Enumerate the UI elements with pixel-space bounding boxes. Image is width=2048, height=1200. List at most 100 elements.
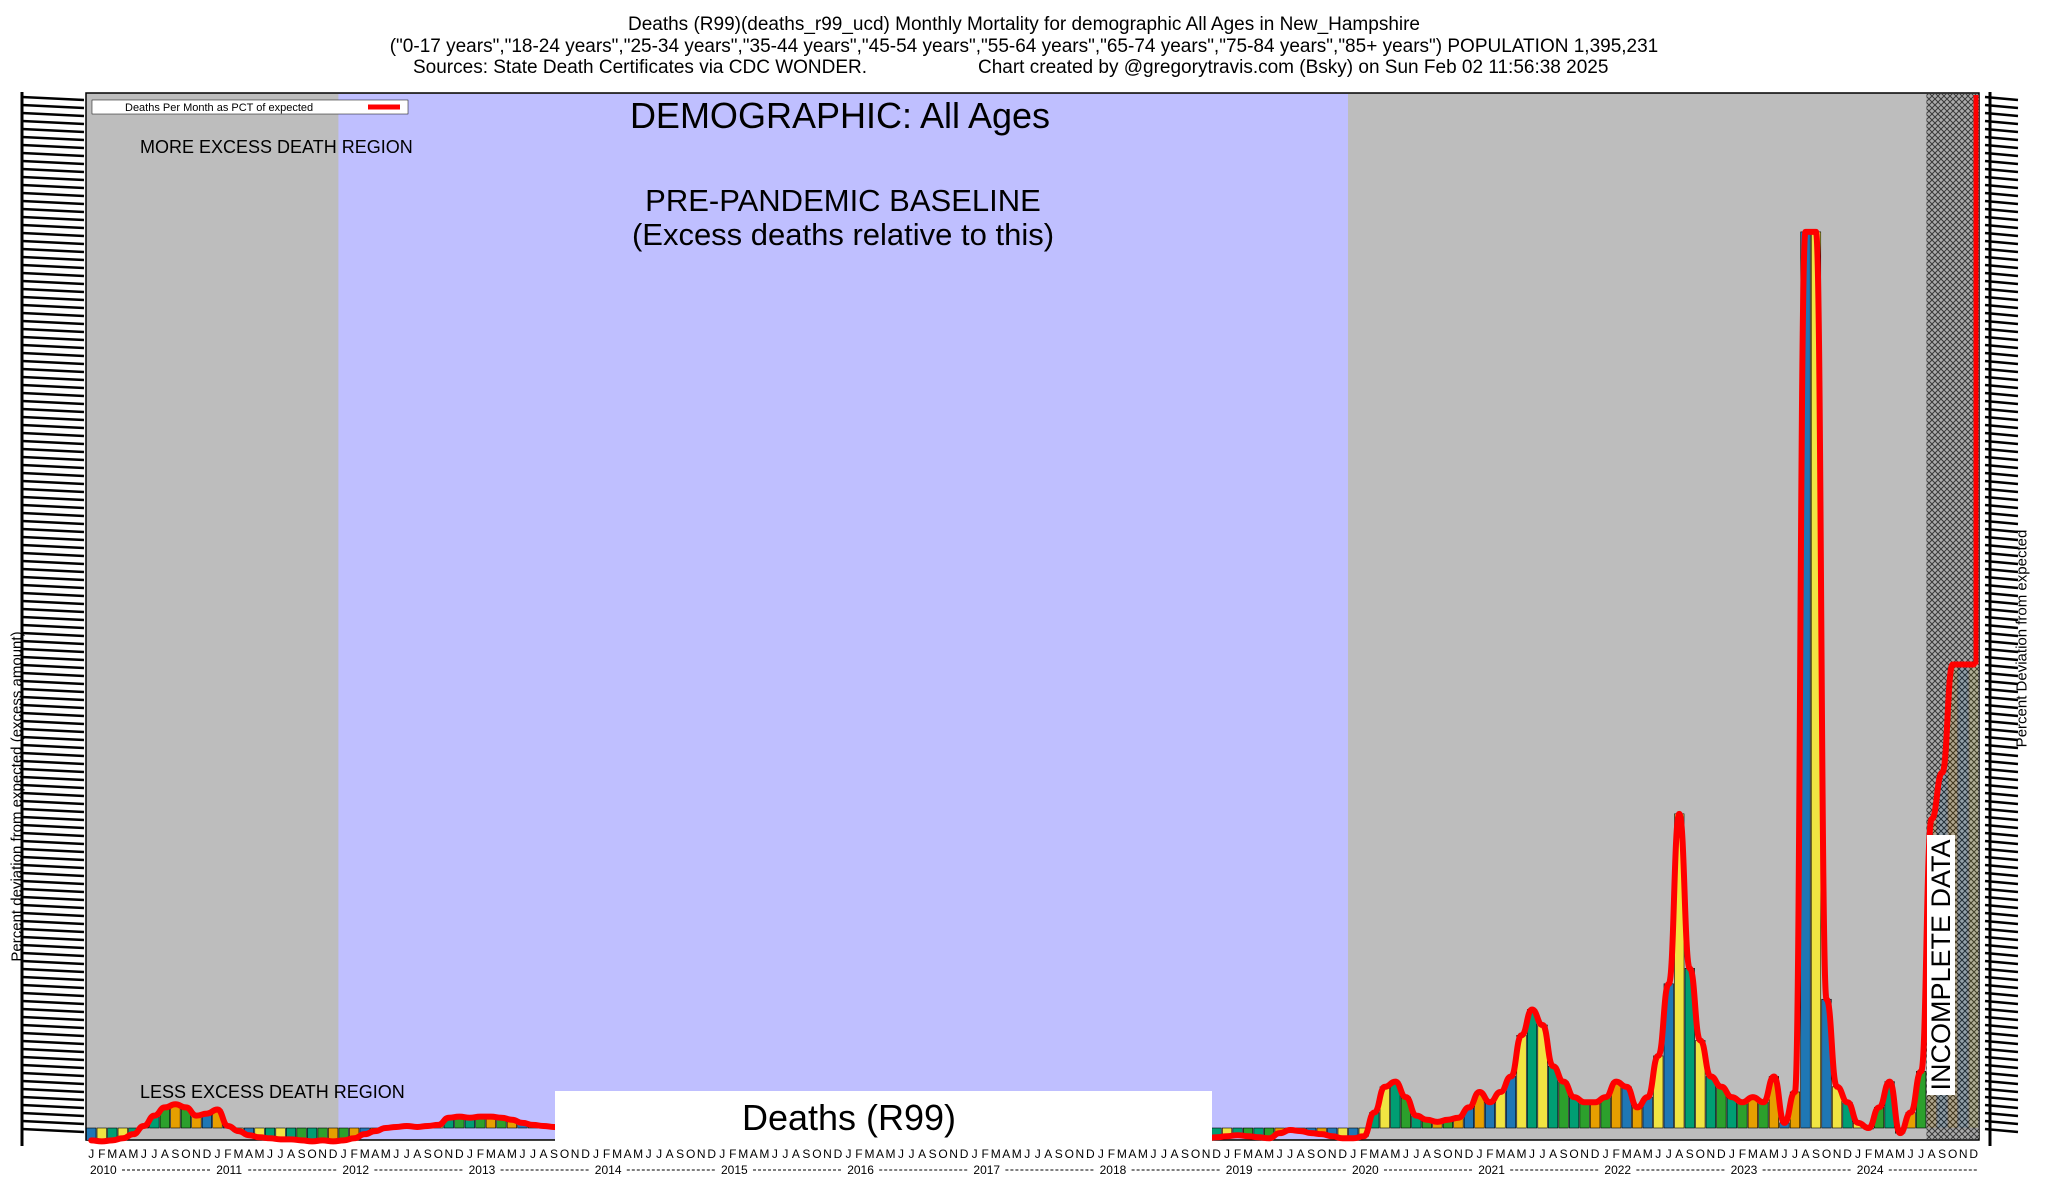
month-tick-label: A	[1759, 1147, 1767, 1161]
month-tick-label: J	[404, 1147, 410, 1161]
month-tick-label: D	[581, 1147, 590, 1161]
month-tick-label: J	[1855, 1147, 1861, 1161]
month-tick-label: F	[1360, 1147, 1367, 1161]
month-tick-label: O	[1443, 1147, 1452, 1161]
left-tick-mark	[21, 471, 85, 478]
left-tick-mark	[21, 327, 85, 334]
month-tick-label: M	[1117, 1147, 1127, 1161]
left-tick-mark	[21, 335, 85, 342]
month-tick-label: J	[1287, 1147, 1293, 1161]
month-tick-label: A	[1928, 1147, 1936, 1161]
month-tick-label: N	[318, 1147, 327, 1161]
left-tick-mark	[21, 1119, 85, 1126]
left-tick-mark	[21, 719, 85, 726]
left-tick-mark	[21, 887, 85, 894]
left-tick-mark	[21, 919, 85, 926]
bar-157	[1737, 1101, 1748, 1129]
left-tick-mark	[21, 223, 85, 230]
left-tick-mark	[21, 639, 85, 646]
month-tick-label: A	[1633, 1147, 1641, 1161]
left-tick-mark	[21, 95, 85, 102]
month-tick-label: A	[750, 1147, 758, 1161]
left-tick-mark	[21, 679, 85, 686]
month-tick-label: A	[245, 1147, 253, 1161]
left-tick-mark	[21, 375, 85, 382]
left-tick-mark	[21, 199, 85, 206]
month-tick-label: J	[909, 1147, 915, 1161]
month-tick-label: S	[1055, 1147, 1063, 1161]
month-tick-label: A	[792, 1147, 800, 1161]
month-tick-label: A	[1255, 1147, 1263, 1161]
month-tick-label: J	[1098, 1147, 1104, 1161]
left-tick-mark	[21, 815, 85, 822]
month-tick-label: J	[1729, 1147, 1735, 1161]
month-tick-label: A	[1507, 1147, 1515, 1161]
month-tick-label: A	[1423, 1147, 1431, 1161]
month-tick-label: N	[571, 1147, 580, 1161]
left-tick-mark	[21, 751, 85, 758]
left-tick-mark	[21, 103, 85, 110]
left-tick-mark	[21, 231, 85, 238]
left-tick-mark	[21, 151, 85, 158]
month-tick-label: J	[782, 1147, 788, 1161]
month-tick-label: J	[141, 1147, 147, 1161]
month-tick-label: A	[161, 1147, 169, 1161]
month-tick-label: J	[1781, 1147, 1787, 1161]
year-tick-label: 2012	[342, 1163, 369, 1177]
left-tick-mark	[21, 407, 85, 414]
month-tick-label: J	[1540, 1147, 1546, 1161]
left-tick-mark	[21, 655, 85, 662]
left-tick-mark	[21, 583, 85, 590]
month-tick-label: F	[855, 1147, 862, 1161]
month-tick-label: N	[823, 1147, 832, 1161]
month-tick-label: D	[329, 1147, 338, 1161]
left-tick-mark	[21, 759, 85, 766]
month-tick-label: A	[1297, 1147, 1305, 1161]
month-tick-label: J	[530, 1147, 536, 1161]
left-tick-mark	[21, 527, 85, 534]
month-tick-label: D	[455, 1147, 464, 1161]
left-tick-mark	[21, 399, 85, 406]
month-tick-label: J	[393, 1147, 399, 1161]
month-tick-label: O	[1191, 1147, 1200, 1161]
month-tick-label: N	[192, 1147, 201, 1161]
month-tick-label: D	[834, 1147, 843, 1161]
month-tick-label: M	[1517, 1147, 1527, 1161]
month-tick-label: O	[1696, 1147, 1705, 1161]
year-tick-label: 2019	[1226, 1163, 1253, 1177]
month-tick-label: A	[1675, 1147, 1683, 1161]
left-tick-mark	[21, 711, 85, 718]
month-tick-label: J	[1277, 1147, 1283, 1161]
left-tick-mark	[21, 831, 85, 838]
month-tick-label: J	[1350, 1147, 1356, 1161]
month-tick-label: J	[88, 1147, 94, 1161]
month-tick-label: A	[287, 1147, 295, 1161]
month-tick-label: J	[1150, 1147, 1156, 1161]
annotation-layer: Deaths Per Month as PCT of expected DEMOG…	[91, 95, 1956, 1143]
left-tick-mark	[21, 135, 85, 142]
left-tick-mark	[21, 1031, 85, 1038]
left-tick-mark	[21, 119, 85, 126]
month-tick-label: J	[1666, 1147, 1672, 1161]
month-tick-label: D	[1465, 1147, 1474, 1161]
left-tick-mark	[21, 1063, 85, 1070]
cause-label: Deaths (R99)	[742, 1097, 956, 1138]
month-tick-label: N	[1202, 1147, 1211, 1161]
left-tick-mark	[21, 807, 85, 814]
left-tick-mark	[21, 447, 85, 454]
month-tick-label: F	[98, 1147, 105, 1161]
left-tick-mark	[21, 791, 85, 798]
left-tick-mark	[21, 415, 85, 422]
left-tick-mark	[21, 1071, 85, 1078]
month-tick-label: M	[1138, 1147, 1148, 1161]
left-tick-mark	[21, 391, 85, 398]
left-tick-mark	[21, 1055, 85, 1062]
incomplete-data-label: INCOMPLETE DATA	[1926, 839, 1956, 1090]
month-tick-label: N	[1328, 1147, 1337, 1161]
month-tick-label: J	[1792, 1147, 1798, 1161]
left-tick-mark	[21, 279, 85, 286]
month-tick-label: M	[991, 1147, 1001, 1161]
year-tick-label: 2022	[1604, 1163, 1631, 1177]
left-tick-mark	[21, 615, 85, 622]
